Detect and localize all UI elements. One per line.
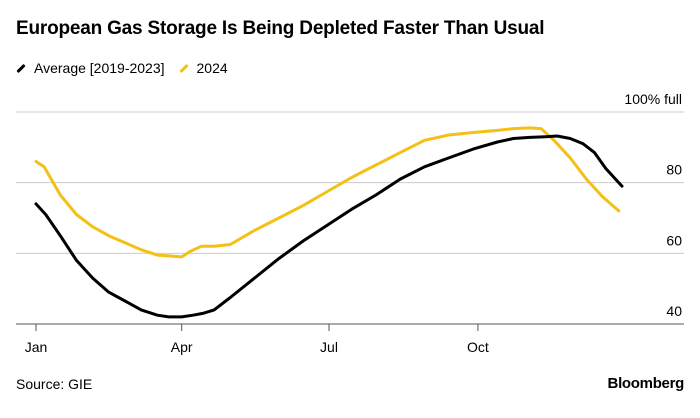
x-tick-label-oct: Oct <box>467 339 489 355</box>
x-tick-label-jul: Jul <box>320 339 338 355</box>
legend-item-average: Average [2019-2023] <box>16 60 165 76</box>
chart-legend: Average [2019-2023] 2024 <box>16 60 242 76</box>
chart-title: European Gas Storage Is Being Depleted F… <box>16 18 545 39</box>
legend-item-2024: 2024 <box>178 60 228 76</box>
legend-label-average: Average [2019-2023] <box>34 60 165 76</box>
x-tick-label-jan: Jan <box>25 339 48 355</box>
y-tick-label-80: 80 <box>666 162 682 178</box>
bloomberg-logo: Bloomberg <box>607 375 685 392</box>
y-tick-label-60: 60 <box>666 232 682 248</box>
y-tick-label-40: 40 <box>666 303 682 319</box>
legend-label-2024: 2024 <box>196 60 228 76</box>
series-line-average <box>34 134 624 319</box>
series-line-2024 <box>34 126 621 259</box>
x-tick-label-apr: Apr <box>171 339 193 355</box>
source-note: Source: GIE <box>16 376 93 392</box>
y-tick-label-100: 100% full <box>624 91 682 107</box>
